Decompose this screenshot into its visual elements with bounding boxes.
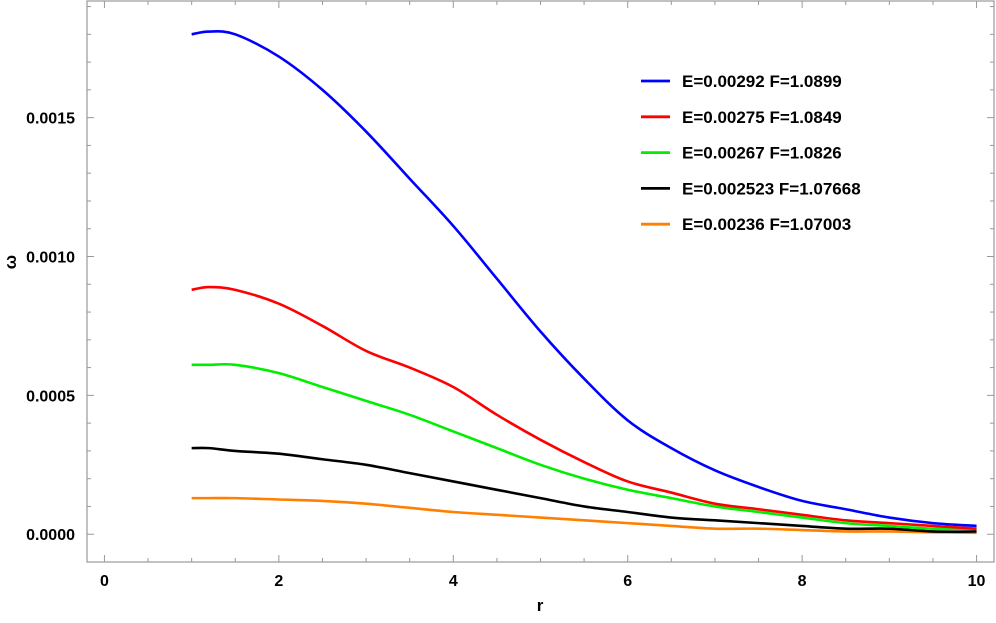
legend-label: E=0.00275 F=1.0849	[682, 108, 842, 127]
legend-label: E=0.00267 F=1.0826	[682, 144, 842, 163]
legend-label: E=0.00292 F=1.0899	[682, 72, 842, 91]
x-tick-label: 0	[100, 573, 109, 590]
y-tick-label: 0.0015	[26, 111, 75, 128]
x-tick-label: 4	[449, 573, 458, 590]
plot-border	[86, 0, 995, 563]
legend: E=0.00292 F=1.0899 E=0.00275 F=1.0849 E=0.…	[641, 72, 861, 234]
series-line	[191, 285, 977, 530]
x-axis-label: r	[537, 596, 544, 615]
y-axis-label: ω	[1, 255, 20, 269]
legend-label: E=0.002523 F=1.07668	[682, 179, 861, 198]
y-tick-label: 0.0000	[26, 527, 75, 544]
y-tick-label: 0.0010	[26, 250, 75, 267]
series-line	[191, 362, 977, 531]
x-tick-label: 10	[968, 573, 986, 590]
series-line	[191, 446, 977, 533]
x-tick-label: 8	[798, 573, 807, 590]
x-tick-label: 2	[274, 573, 283, 590]
series-lines	[191, 30, 977, 535]
series-line	[191, 496, 977, 535]
plot-frame	[86, 0, 995, 563]
series-line	[191, 30, 977, 528]
y-tick-label: 0.0005	[26, 388, 75, 405]
x-tick-label: 6	[623, 573, 632, 590]
axis-ticks: 0 2 4 6 8 10 0.0000 0.0005 0.0010 0.0015	[26, 1, 994, 590]
legend-label: E=0.00236 F=1.07003	[682, 215, 851, 234]
